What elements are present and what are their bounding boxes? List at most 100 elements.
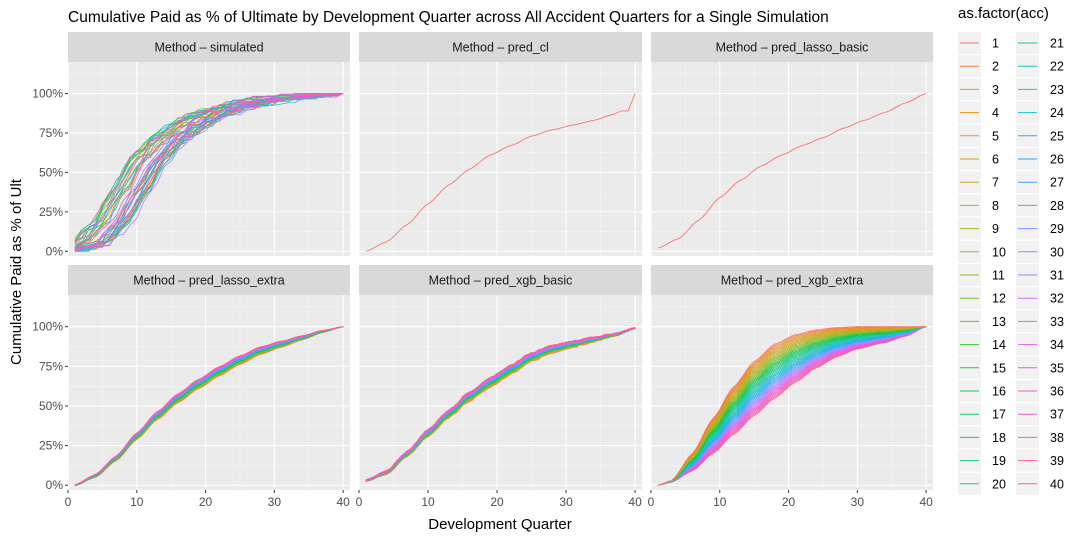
series-group <box>365 93 636 252</box>
legend-entry-label: 36 <box>1050 385 1064 399</box>
legend-entry-label: 27 <box>1050 176 1064 190</box>
legend-entry-label: 17 <box>992 408 1006 422</box>
panel-4: Method – pred_lasso_extra 0% 25% 50% 75% 100%… <box>32 265 350 509</box>
x-tick-label: 20 <box>490 495 504 509</box>
legend-title: as.factor(acc) <box>958 5 1049 22</box>
strip-label: Method – pred_xgb_basic <box>429 274 573 288</box>
legend-entry-label: 30 <box>1050 245 1064 259</box>
legend-entry-label: 12 <box>992 292 1006 306</box>
y-tick-label: 0% <box>46 478 64 492</box>
chart-title: Cumulative Paid as % of Ultimate by Deve… <box>68 9 829 26</box>
legend-entry-label: 26 <box>1050 153 1064 167</box>
panels: Method – simulated0%25%50%75%100%Method … <box>32 32 933 509</box>
series-group <box>365 326 636 483</box>
strip-background <box>651 32 933 62</box>
panel-background <box>359 62 642 256</box>
y-tick-label: 50% <box>39 399 63 413</box>
legend-entry-label: 2 <box>992 60 999 74</box>
legend-entry-label: 23 <box>1050 83 1064 97</box>
x-tick-label: 20 <box>199 495 213 509</box>
strip-background <box>359 265 642 295</box>
legend-entry-label: 40 <box>1050 477 1064 491</box>
x-axis-label: Development Quarter <box>428 516 571 533</box>
legend-entry-label: 3 <box>992 83 999 97</box>
strip-label: Method – simulated <box>154 41 263 55</box>
x-tick-label: 0 <box>356 495 363 509</box>
series-line <box>74 93 344 245</box>
legend-entry-label: 20 <box>992 477 1006 491</box>
x-tick-label: 40 <box>336 495 350 509</box>
series-line <box>657 326 927 486</box>
legend-entry-label: 35 <box>1050 361 1064 375</box>
legend-entry-label: 28 <box>1050 199 1064 213</box>
y-tick-label: 50% <box>39 165 63 179</box>
legend-entry-label: 31 <box>1050 269 1064 283</box>
strip-label: Method – pred_lasso_extra <box>133 274 285 288</box>
strip-background <box>651 265 933 295</box>
strip-background <box>68 265 350 295</box>
legend: as.factor(acc) 1234567891011121314151617… <box>958 5 1064 495</box>
panel-5: Method – pred_xgb_basic 0 10 20 30 40 <box>356 265 642 509</box>
series-line <box>74 326 344 486</box>
x-tick-label: 20 <box>782 495 796 509</box>
legend-entry-label: 22 <box>1050 60 1064 74</box>
legend-entry-label: 7 <box>992 176 999 190</box>
series-line <box>74 93 344 248</box>
legend-entry-label: 8 <box>992 199 999 213</box>
legend-entry-label: 38 <box>1050 431 1064 445</box>
x-tick-label: 10 <box>130 495 144 509</box>
legend-entry-label: 39 <box>1050 454 1064 468</box>
x-tick-label: 10 <box>421 495 435 509</box>
series-group <box>657 93 927 249</box>
y-tick-label: 25% <box>39 439 63 453</box>
x-tick-label: 40 <box>919 495 933 509</box>
legend-entry-label: 34 <box>1050 338 1064 352</box>
legend-entry-label: 32 <box>1050 292 1064 306</box>
legend-entry-label: 19 <box>992 454 1006 468</box>
legend-entry-label: 10 <box>992 245 1006 259</box>
legend-entry-label: 21 <box>1050 37 1064 51</box>
legend-entry-label: 37 <box>1050 408 1064 422</box>
legend-entry-label: 33 <box>1050 315 1064 329</box>
strip-label: Method – pred_lasso_basic <box>716 41 869 55</box>
x-tick-label: 30 <box>559 495 573 509</box>
series-line <box>657 326 927 486</box>
x-tick-label: 30 <box>268 495 282 509</box>
x-tick-label: 0 <box>65 495 72 509</box>
y-tick-label: 75% <box>39 126 63 140</box>
y-tick-label: 100% <box>32 320 63 334</box>
series-line <box>657 326 927 486</box>
panel-1: Method – simulated 0% 25% 50% 75% 100% <box>32 32 350 258</box>
legend-entry-label: 15 <box>992 361 1006 375</box>
series-line <box>365 327 636 480</box>
x-tick-label: 40 <box>628 495 642 509</box>
series-line <box>657 93 927 249</box>
legend-entry-label: 6 <box>992 153 999 167</box>
y-tick-label: 0% <box>46 244 64 258</box>
series-line <box>365 93 636 252</box>
strip-label: Method – pred_xgb_extra <box>721 274 864 288</box>
x-tick-label: 30 <box>851 495 865 509</box>
series-line <box>657 326 927 486</box>
legend-entry-label: 5 <box>992 129 999 143</box>
legend-entry-label: 4 <box>992 106 999 120</box>
x-tick-label: 0 <box>648 495 655 509</box>
strip-background <box>359 32 642 62</box>
panel-2: Method – pred_cl <box>358 32 642 256</box>
legend-entry-label: 14 <box>992 338 1006 352</box>
strip-label: Method – pred_cl <box>452 41 549 55</box>
series-line <box>74 93 344 244</box>
series-group <box>74 93 344 252</box>
legend-entry-label: 29 <box>1050 222 1064 236</box>
legend-entry-label: 24 <box>1050 106 1064 120</box>
legend-entry-label: 18 <box>992 431 1006 445</box>
panel-3: Method – pred_lasso_basic <box>650 32 933 256</box>
y-tick-label: 100% <box>32 87 63 101</box>
legend-entry-label: 13 <box>992 315 1006 329</box>
series-group <box>74 326 344 486</box>
x-tick-label: 10 <box>713 495 727 509</box>
legend-entry-label: 9 <box>992 222 999 236</box>
panel-background <box>651 62 933 256</box>
